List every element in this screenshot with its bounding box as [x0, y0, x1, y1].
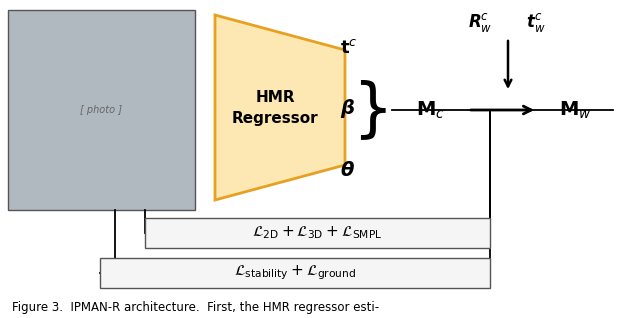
Bar	[8, 10, 195, 210]
Text: $\boldsymbol{\theta}$: $\boldsymbol{\theta}$	[340, 161, 355, 179]
Text: $\mathbf{t}^c$: $\mathbf{t}^c$	[340, 39, 358, 57]
Text: $\mathbf{M}_c$: $\mathbf{M}_c$	[415, 99, 444, 121]
Text: $\boldsymbol{\beta}$: $\boldsymbol{\beta}$	[340, 96, 355, 120]
Text: $\}$: $\}$	[352, 78, 387, 142]
Text: $\mathcal{L}_{\mathrm{stability}} + \mathcal{L}_{\mathrm{ground}}$: $\mathcal{L}_{\mathrm{stability}} + \mat…	[234, 264, 356, 282]
Bar	[145, 218, 490, 248]
Text: Figure 3.  IPMAN-R architecture.  First, the HMR regressor esti-: Figure 3. IPMAN-R architecture. First, t…	[12, 301, 379, 315]
Text: $\mathcal{L}_{\mathrm{2D}} + \mathcal{L}_{\mathrm{3D}} + \mathcal{L}_{\mathrm{SM: $\mathcal{L}_{\mathrm{2D}} + \mathcal{L}…	[252, 225, 383, 241]
Bar	[100, 258, 490, 288]
Text: HMR
Regressor: HMR Regressor	[232, 89, 318, 126]
Text: $\mathbf{M}_w$: $\mathbf{M}_w$	[559, 99, 591, 121]
Text: [ photo ]: [ photo ]	[81, 105, 122, 115]
Text: $\boldsymbol{R}_w^c$: $\boldsymbol{R}_w^c$	[468, 10, 492, 33]
Text: $\boldsymbol{t}_w^c$: $\boldsymbol{t}_w^c$	[526, 10, 546, 33]
Polygon shape	[215, 15, 345, 200]
